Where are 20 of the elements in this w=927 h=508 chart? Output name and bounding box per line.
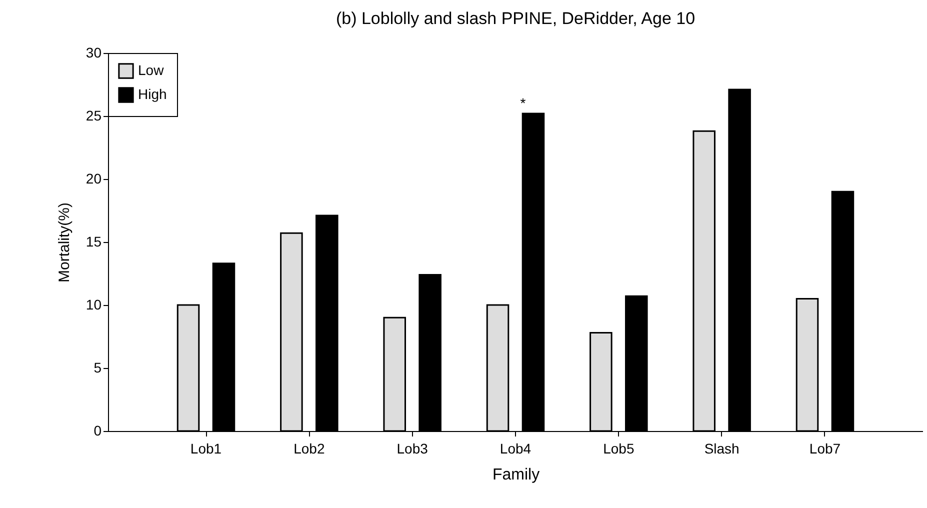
- y-tick-label: 10: [86, 296, 102, 312]
- x-axis-title: Family: [492, 466, 540, 484]
- y-tick-label: 5: [94, 360, 102, 376]
- annotation: *: [520, 95, 526, 111]
- y-tick-label: 30: [86, 44, 102, 60]
- legend-label: High: [138, 86, 167, 102]
- x-tick-label: Lob5: [603, 440, 634, 456]
- y-tick-label: 20: [86, 170, 102, 186]
- x-tick-label: Lob3: [396, 440, 428, 456]
- x-tick-label: Lob4: [500, 440, 532, 456]
- legend-label: Low: [138, 62, 165, 78]
- y-tick-label: 0: [94, 422, 102, 438]
- x-tick-label: Lob1: [190, 440, 222, 456]
- x-tick-label: Lob7: [809, 440, 841, 456]
- chart-title: (b) Loblolly and slash PPINE, DeRidder, Age 10: [336, 9, 696, 28]
- x-tick-label: Lob2: [294, 440, 325, 456]
- y-tick-label: 25: [86, 108, 102, 124]
- x-tick-label: Slash: [704, 440, 740, 456]
- y-axis-title: Mortality(%): [56, 202, 73, 283]
- y-tick-label: 15: [86, 234, 102, 250]
